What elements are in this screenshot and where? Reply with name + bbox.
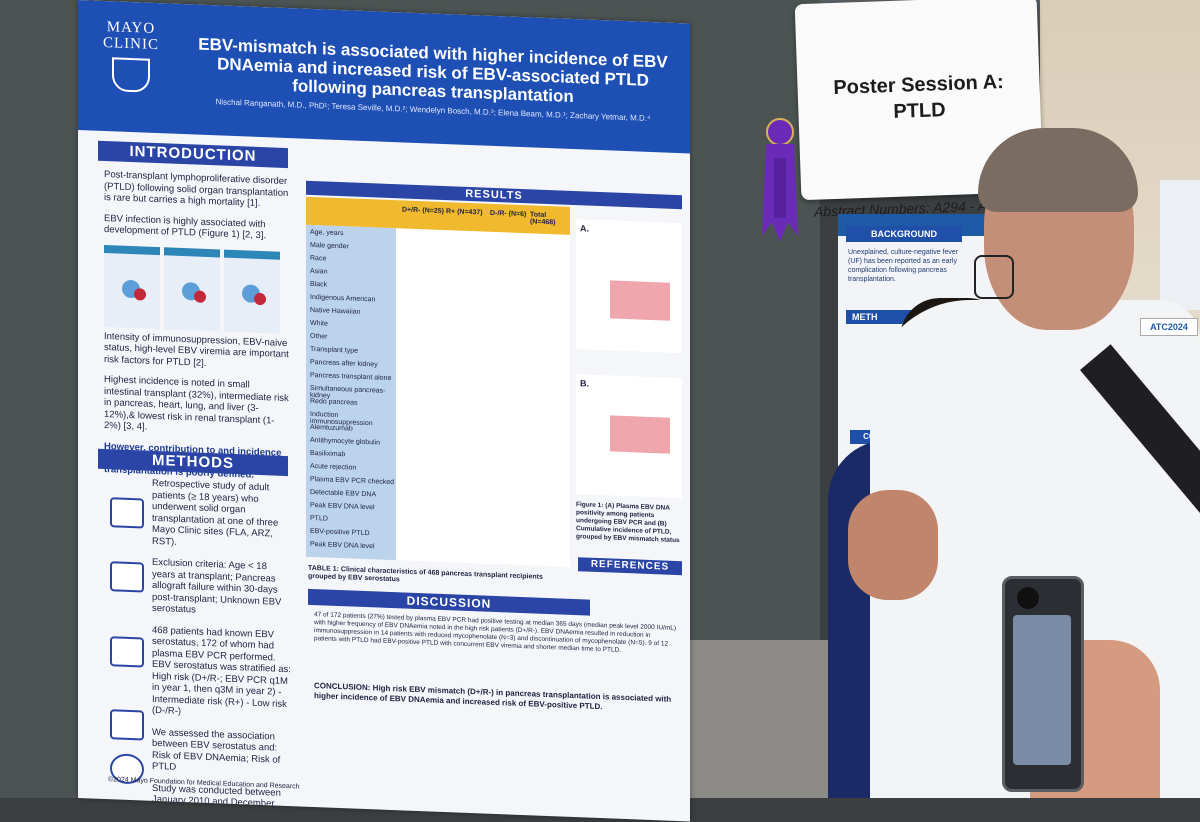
- table-row-label: Other: [310, 332, 328, 341]
- table-row-label: Peak EBV DNA level: [310, 540, 375, 551]
- mayo-clinic-logo: MAYO CLINIC: [96, 19, 166, 94]
- chart-a: A.: [576, 219, 682, 354]
- table-row-labels: Age, years Male gender Race Asian Black Indig…: [306, 224, 396, 561]
- intro-bullet: Intensity of immunosuppression, EBV-naiv…: [104, 330, 289, 369]
- table-row-label: Pancreas after kidney: [310, 358, 378, 369]
- table-row-label: Male gender: [310, 241, 349, 251]
- chart-a-label: A.: [580, 223, 589, 234]
- conclusion-text: CONCLUSION: High risk EBV mismatch (D+/R…: [314, 681, 672, 712]
- phone-screen: [1013, 615, 1071, 765]
- figure-panel: [104, 244, 160, 329]
- table-column-header: D-/R- (N=6): [490, 209, 527, 219]
- session-sign-title: Poster Session A: PTLD: [815, 68, 1023, 127]
- table-row-label: EBV-positive PTLD: [310, 527, 370, 538]
- intro-bullet: Highest incidence is noted in small inte…: [104, 373, 289, 433]
- camera-icon: [1017, 587, 1039, 609]
- table-column-header: Total (N=468): [530, 211, 556, 227]
- research-poster: MAYO CLINIC EBV-mismatch is associated w…: [78, 0, 690, 822]
- table-row-label: Race: [310, 254, 327, 263]
- far-poster: [1160, 180, 1200, 310]
- table-row-label: Antithymocyte globulin: [310, 436, 381, 447]
- group-icon: [110, 636, 144, 668]
- methods-item: Exclusion criteria: Age < 18 years at tr…: [152, 556, 282, 616]
- glasses-icon: [974, 255, 1014, 299]
- smartphone: [1002, 576, 1084, 792]
- people-icon: [110, 497, 144, 529]
- figure-panel: [224, 249, 280, 334]
- table-row-label: Basiliximab: [310, 449, 346, 459]
- table-row-label: Peak EBV DNA level: [310, 501, 375, 512]
- table-column-header: D+/R- (N=25): [402, 206, 445, 216]
- table-row-label: White: [310, 319, 328, 328]
- table-row-label: PTLD: [310, 514, 328, 523]
- methods-item: We assessed the association between EBV …: [152, 726, 281, 773]
- conference-badge: ATC2024: [1140, 318, 1198, 336]
- intro-bullet: Post-transplant lymphoproliferative diso…: [104, 168, 289, 210]
- results-table: D+/R- (N=25) R+ (N=437) D-/R- (N=6) Tota…: [306, 196, 570, 567]
- methods-text: Retrospective study of adult patients (≥…: [152, 478, 292, 822]
- table-row-label: Transplant type: [310, 345, 358, 355]
- table-column-header: R+ (N=437): [446, 208, 483, 217]
- logo-text: MAYO CLINIC: [103, 19, 159, 54]
- table-row-label: Pancreas transplant alone: [310, 371, 392, 383]
- references-heading: REFERENCES: [578, 557, 682, 576]
- chart-a-curve: [610, 280, 670, 321]
- table-row-label: Asian: [310, 267, 328, 276]
- visitor-hair: [978, 128, 1138, 212]
- background-text: Unexplained, culture-negative fever (UF)…: [848, 249, 959, 283]
- table-row-label: Black: [310, 280, 328, 289]
- background-heading: BACKGROUND: [846, 226, 962, 242]
- introduction-heading: INTRODUCTION: [98, 140, 288, 169]
- table-row-label: Indigenous American: [310, 293, 376, 304]
- table-row-label: Native Hawaiian: [310, 306, 361, 316]
- thumbs-icon: [110, 709, 144, 741]
- chart-b-label: B.: [580, 378, 589, 389]
- intro-bullet: EBV infection is highly associated with …: [104, 212, 267, 242]
- methods-item: Retrospective study of adult patients (≥…: [152, 477, 279, 548]
- table-caption: TABLE 1: Clinical characteristics of 468…: [308, 564, 543, 584]
- table-row-label: Detectable EBV DNA: [310, 488, 377, 499]
- gesturing-hand: [848, 490, 938, 600]
- shield-icon: [112, 57, 150, 93]
- chart-b-curve: [610, 415, 670, 454]
- table-row-label: Redo pancreas: [310, 397, 358, 407]
- introduction-text: Post-transplant lymphoproliferative diso…: [104, 169, 289, 491]
- table-row-label: Acute rejection: [310, 462, 357, 472]
- ribbon-award-icon: [762, 118, 798, 242]
- checklist-icon: [110, 561, 144, 593]
- table-row-label: Age, years: [310, 228, 344, 238]
- methods-item: 468 patients had known EBV serostatus, 1…: [152, 624, 291, 717]
- table-row-label: Plasma EBV PCR checked: [310, 475, 395, 487]
- figure-caption: Figure 1: (A) Plasma EBV DNA positivity …: [576, 501, 680, 545]
- table-row-label: Alemtuzumab: [310, 423, 353, 433]
- intro-figure: [104, 244, 289, 337]
- figure-panel: [164, 246, 220, 331]
- chart-b: B.: [576, 374, 682, 499]
- discussion-text: 47 of 172 patients (27%) tested by plasm…: [314, 611, 677, 654]
